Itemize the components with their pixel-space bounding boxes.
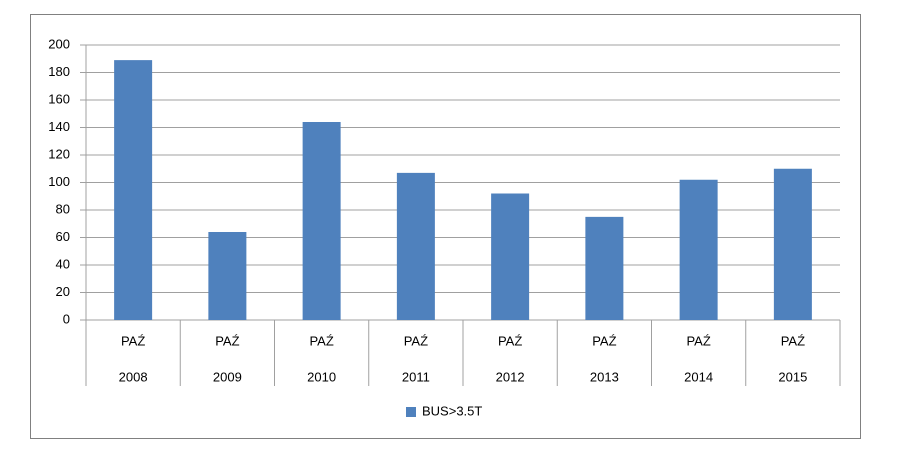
x-tick-label-month: PAŹ [592, 333, 616, 348]
legend-swatch [406, 407, 416, 417]
bar [208, 232, 247, 320]
y-tick-label: 0 [63, 311, 70, 326]
bar [302, 122, 341, 320]
y-tick-label: 60 [56, 229, 70, 244]
x-tick-label-month: PAŹ [781, 333, 805, 348]
x-tick-label: 2012 [496, 369, 525, 384]
x-tick-label-month: PAŹ [215, 333, 239, 348]
y-tick-label: 180 [48, 64, 70, 79]
y-tick-label: 40 [56, 256, 70, 271]
x-tick-label-month: PAŹ [686, 333, 710, 348]
x-tick-label: 2008 [119, 369, 148, 384]
bar [585, 216, 624, 320]
y-tick-label: 20 [56, 284, 70, 299]
x-tick-label-month: PAŹ [498, 333, 522, 348]
y-tick-label: 120 [48, 146, 70, 161]
y-tick-label: 100 [48, 174, 70, 189]
bar [114, 60, 153, 320]
bar [396, 172, 435, 320]
bar [491, 193, 530, 320]
y-tick-label: 160 [48, 91, 70, 106]
y-tick-label: 200 [48, 36, 70, 51]
y-tick-label: 140 [48, 119, 70, 134]
y-tick-label: 80 [56, 201, 70, 216]
bar [679, 179, 718, 320]
bar [773, 168, 812, 320]
x-tick-label-month: PAŹ [309, 333, 333, 348]
x-tick-label-month: PAŹ [121, 333, 145, 348]
x-tick-label: 2011 [402, 369, 430, 384]
x-tick-label: 2013 [590, 369, 619, 384]
x-tick-label: 2015 [778, 369, 807, 384]
x-tick-label-month: PAŹ [404, 333, 428, 348]
legend-label: BUS>3.5T [422, 403, 482, 418]
x-tick-label: 2009 [213, 369, 242, 384]
x-tick-label: 2014 [684, 369, 713, 384]
chart-frame [30, 14, 861, 439]
x-tick-label: 2010 [307, 369, 336, 384]
